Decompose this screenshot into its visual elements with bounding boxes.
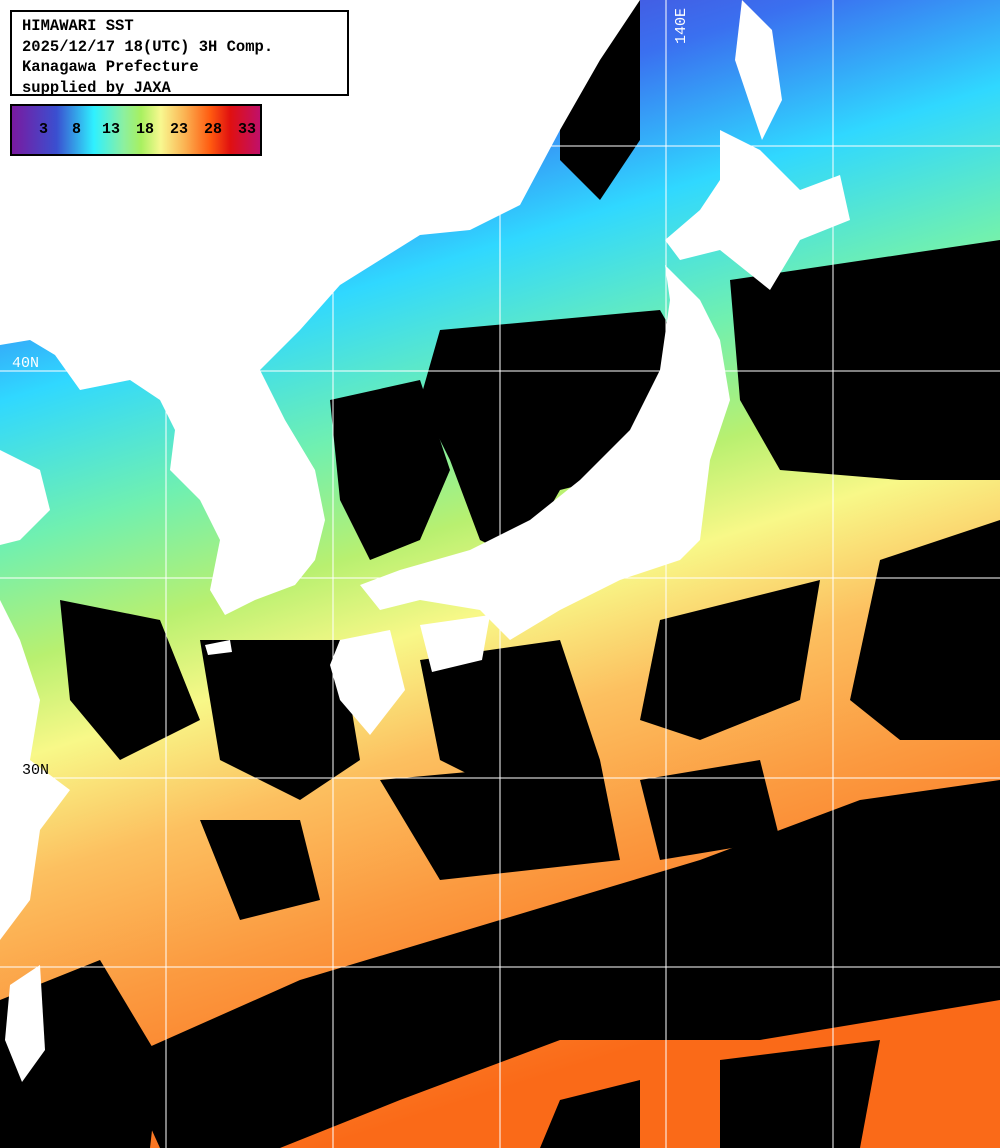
observation-datetime: 2025/12/17 18(UTC) 3H Comp. (22, 37, 274, 56)
legend-value: 28 (204, 121, 223, 138)
china-east-coast (0, 600, 70, 940)
taiwan (5, 965, 45, 1082)
jeju-island (205, 640, 232, 655)
product-title: HIMAWARI SST (22, 17, 134, 35)
legend-value: 8 (72, 121, 82, 138)
legend-value: 13 (102, 121, 121, 138)
island (400, 128, 428, 162)
legend-value: 3 (39, 121, 49, 138)
data-supplier: supplied by JAXA (22, 78, 171, 97)
lon-label-140e: 140E (673, 8, 690, 44)
sakhalin (735, 0, 782, 140)
lat-label-40n: 40N (12, 355, 39, 372)
honshu (360, 265, 730, 640)
kyushu (330, 630, 405, 735)
info-box: HIMAWARI SST 2025/12/17 18(UTC) 3H Comp.… (10, 10, 349, 97)
shikoku (420, 615, 490, 672)
agency-name: Kanagawa Prefecture (22, 58, 199, 76)
legend-value: 18 (136, 121, 155, 138)
china-coast (0, 450, 50, 545)
legend-value: 23 (170, 121, 189, 138)
lat-label-30n: 30N (22, 762, 49, 779)
hokkaido (665, 130, 850, 290)
color-scale-legend: 3 8 13 18 23 28 33 (10, 104, 262, 156)
legend-value: 33 (238, 121, 257, 138)
